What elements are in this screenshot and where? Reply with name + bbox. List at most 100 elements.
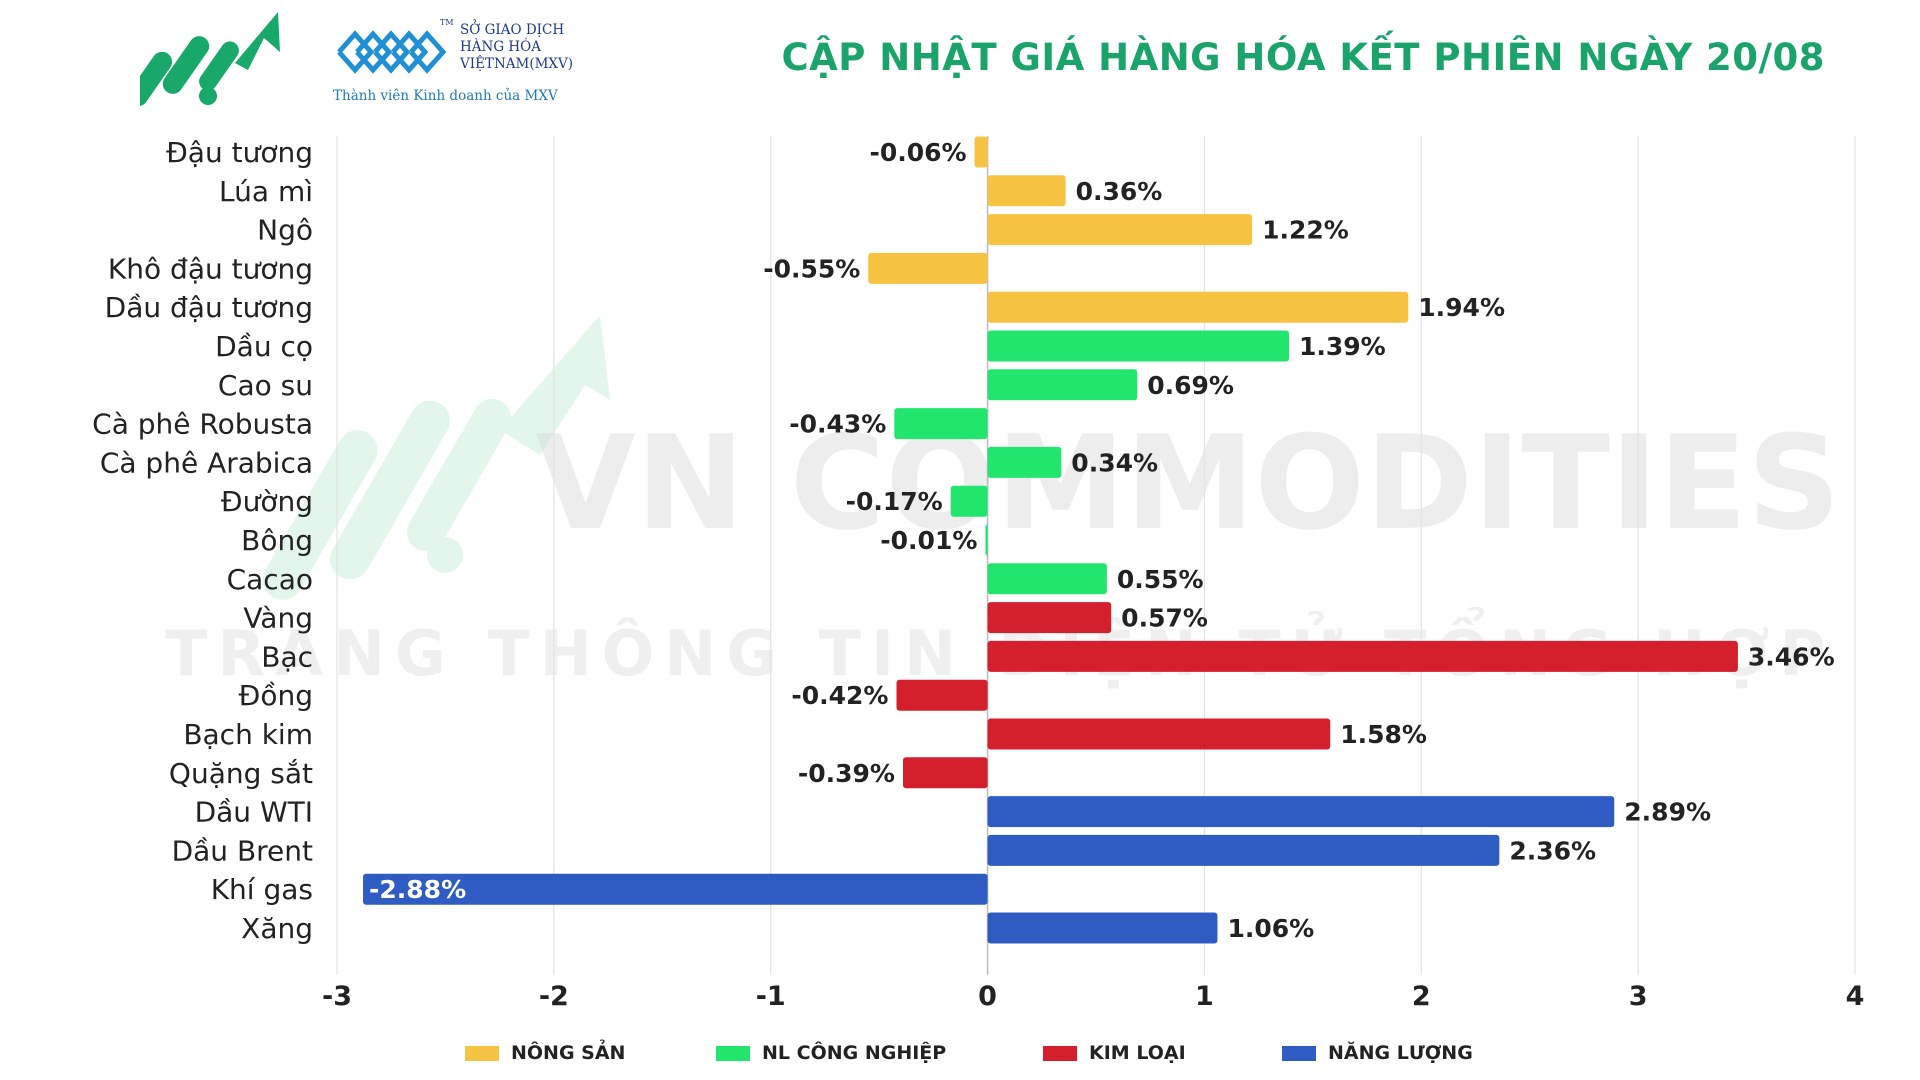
- bar: [987, 214, 1253, 246]
- category-label: Cacao: [227, 563, 313, 596]
- value-label: 0.57%: [1121, 604, 1208, 633]
- bar: [987, 291, 1409, 323]
- value-label: 1.06%: [1227, 914, 1314, 943]
- bar: [902, 757, 988, 789]
- legend-label: KIM LOẠI: [1089, 1042, 1186, 1064]
- value-label: -0.06%: [869, 138, 966, 167]
- bar: [987, 175, 1066, 207]
- bar: [987, 602, 1112, 634]
- bar: [987, 640, 1738, 672]
- category-label: Dầu đậu tương: [105, 291, 313, 324]
- x-axis-ticks: -3 -2 -1 0 1 2 3 4: [322, 981, 1864, 1012]
- category-label: Cà phê Robusta: [92, 408, 313, 441]
- category-label: Dầu WTI: [195, 796, 313, 829]
- value-label: 2.89%: [1624, 798, 1711, 827]
- value-label: -2.88%: [369, 875, 466, 904]
- legend-label: NÔNG SẢN: [511, 1042, 626, 1064]
- category-label: Ngô: [257, 214, 313, 247]
- x-tick-label: 1: [1195, 981, 1214, 1012]
- x-tick-label: 2: [1412, 981, 1431, 1012]
- value-label: 0.34%: [1071, 448, 1158, 477]
- category-label: Đậu tương: [166, 136, 313, 169]
- value-label: 1.39%: [1299, 332, 1386, 361]
- category-label: Cà phê Arabica: [100, 446, 313, 479]
- value-label: 1.22%: [1262, 216, 1349, 245]
- x-tick-label: -1: [756, 981, 786, 1012]
- legend-item: NĂNG LƯỢNG: [1282, 1042, 1473, 1064]
- category-label: Lúa mì: [219, 175, 313, 208]
- category-label: Vàng: [243, 602, 313, 635]
- bar: [894, 408, 988, 440]
- value-labels: -0.06% 0.36% 1.22% -0.55% 1.94% 1.39% 0.69% -0.…: [369, 138, 1835, 943]
- category-label: Quặng sắt: [169, 757, 313, 790]
- bar: [868, 252, 988, 284]
- category-label: Dầu Brent: [172, 834, 313, 867]
- bar: [987, 718, 1331, 750]
- watermark-arrow-logo: [262, 315, 610, 600]
- legend: NÔNG SẢN NL CÔNG NGHIỆP KIM LOẠI NĂNG LƯỢNG: [0, 1042, 1920, 1072]
- header: SỞ GIAO DỊCH HÀNG HÓA VIỆTNAM(MXV) TM Th…: [0, 0, 1920, 130]
- value-label: -0.43%: [789, 410, 886, 439]
- bar: [950, 485, 988, 517]
- value-label: 2.36%: [1509, 836, 1596, 865]
- bar: [987, 369, 1138, 401]
- value-label: 0.55%: [1117, 565, 1204, 594]
- page-title: CẬP NHẬT GIÁ HÀNG HÓA KẾT PHIÊN NGÀY 20/…: [781, 36, 1825, 79]
- category-label: Bạch kim: [183, 718, 313, 751]
- category-label: Khí gas: [211, 873, 313, 906]
- mxv-line-2: HÀNG HÓA: [460, 39, 541, 55]
- bar: [987, 912, 1218, 944]
- legend-label: NL CÔNG NGHIỆP: [762, 1042, 947, 1064]
- bar: [987, 330, 1290, 362]
- category-label: Dầu cọ: [215, 330, 313, 363]
- bar: [987, 446, 1062, 478]
- category-label: Bông: [241, 524, 313, 557]
- legend-item: NÔNG SẢN: [465, 1042, 625, 1064]
- legend-swatch: [716, 1045, 750, 1061]
- bar: [987, 796, 1615, 828]
- category-label: Khô đậu tương: [108, 252, 313, 285]
- value-label: -0.42%: [791, 681, 888, 710]
- x-tick-label: 0: [978, 981, 997, 1012]
- mxv-logo: [337, 30, 447, 74]
- brand-logo: [140, 12, 280, 107]
- value-label: -0.01%: [880, 526, 977, 555]
- bar: [363, 873, 988, 905]
- bars: [363, 136, 1738, 944]
- x-tick-label: -2: [539, 981, 569, 1012]
- bar: [896, 679, 988, 711]
- value-label: 0.36%: [1076, 177, 1163, 206]
- legend-item: NL CÔNG NGHIỆP: [716, 1042, 946, 1064]
- mxv-subtitle: Thành viên Kinh doanh của MXV: [333, 88, 558, 104]
- bar: [974, 136, 988, 168]
- legend-swatch: [1043, 1045, 1077, 1061]
- legend-item: KIM LOẠI: [1043, 1042, 1186, 1064]
- x-tick-label: 4: [1846, 981, 1865, 1012]
- bar: [987, 563, 1107, 595]
- value-label: 1.94%: [1418, 293, 1505, 322]
- value-label: 3.46%: [1748, 642, 1835, 671]
- value-label: 1.58%: [1340, 720, 1427, 749]
- mxv-line-1: SỞ GIAO DỊCH: [460, 22, 565, 38]
- value-label: -0.39%: [798, 759, 895, 788]
- legend-swatch: [465, 1045, 499, 1061]
- legend-label: NĂNG LƯỢNG: [1328, 1042, 1473, 1064]
- watermark-text-main: VN COMMODITIES: [535, 407, 1841, 559]
- legend-swatch: [1282, 1045, 1316, 1061]
- mxv-trademark: TM: [440, 18, 454, 27]
- value-label: 0.69%: [1147, 371, 1234, 400]
- x-tick-label: -3: [322, 981, 352, 1012]
- value-label: -0.55%: [763, 254, 860, 283]
- category-label: Bạc: [261, 640, 313, 673]
- mxv-line-3: VIỆTNAM(MXV): [460, 56, 574, 72]
- category-labels: Đậu tương Lúa mì Ngô Khô đậu tương Dầu đậu t…: [92, 136, 313, 945]
- x-tick-label: 3: [1629, 981, 1648, 1012]
- category-label: Đồng: [239, 679, 313, 712]
- bar: [987, 834, 1500, 866]
- bar: [985, 524, 988, 556]
- category-label: Xăng: [241, 912, 313, 945]
- category-label: Đường: [221, 485, 313, 518]
- value-label: -0.17%: [846, 487, 943, 516]
- category-label: Cao su: [218, 369, 313, 402]
